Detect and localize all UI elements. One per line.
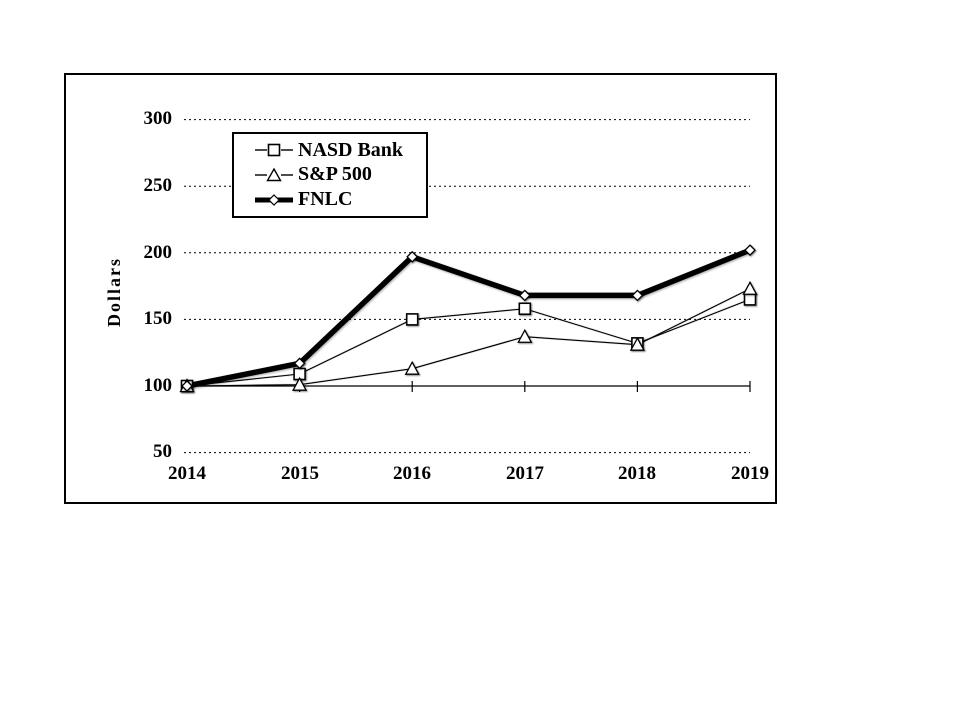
fnlc-marker-2015 [293,357,306,370]
x-tick-label-2015: 2015 [281,463,319,484]
chart-canvas [179,119,758,454]
diamond-marker-thick-line-icon [255,193,293,206]
triangle-marker-line-icon [255,167,293,182]
nasd-bank-marker-2016 [405,313,419,326]
chart-frame: Dollars 300 250 200 150 100 50 2014 2015… [64,73,777,504]
legend-item-fnlc: FNLC [254,188,426,212]
fnlc-marker-2017 [518,289,531,302]
y-tick-label-150: 150 [143,308,173,329]
nasd-bank-line [186,298,751,387]
fnlc-marker-2019 [744,244,756,257]
s-p-500-marker-2016 [404,360,420,375]
legend-item-sp500: S&P 500 [254,163,426,187]
legend-item-nasd-bank: NASD Bank [254,138,426,162]
legend-label: FNLC [298,188,353,211]
y-tick-label-50: 50 [153,441,172,462]
s-p-500-marker-2015 [292,376,308,391]
legend-label: NASD Bank [298,138,404,161]
fnlc-marker-2014 [181,380,193,392]
y-tick-label-200: 200 [143,242,173,263]
s-p-500-markers [179,280,758,393]
y-tick-label-300: 300 [143,108,173,129]
y-tick-label-100: 100 [143,375,173,396]
fnlc-marker-2016 [406,250,419,263]
legend: NASD Bank S&P 500 FNLC [232,132,428,218]
nasd-bank-markers [180,293,757,393]
y-tick-label-250: 250 [143,175,173,196]
fnlc-markers [181,244,756,392]
fnlc-marker-2018 [631,289,644,302]
nasd-bank-marker-2019 [743,293,757,306]
x-tick-label-2019: 2019 [731,463,769,484]
square-marker-line-icon [255,144,293,157]
fnlc-line [184,247,753,389]
x-tick-label-2014: 2014 [168,463,206,484]
x-tick-label-2016: 2016 [393,463,431,484]
s-p-500-marker-2017 [517,328,533,343]
x-tick-label-2018: 2018 [618,463,656,484]
nasd-bank-marker-2017 [518,302,532,316]
s-p-500-line [186,288,751,387]
s-p-500-marker-2018 [629,336,645,351]
legend-label: S&P 500 [298,163,372,186]
x-tick-label-2017: 2017 [506,463,544,484]
s-p-500-marker-2019 [742,280,758,295]
